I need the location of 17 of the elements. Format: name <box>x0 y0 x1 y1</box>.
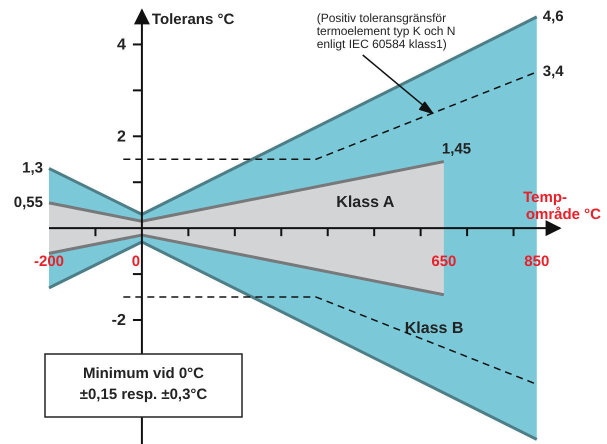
series-label: Klass A <box>336 194 395 211</box>
x-tick-label: 650 <box>431 253 456 270</box>
annotation: 1,3 <box>22 159 43 176</box>
annotation: Minimum vid 0°C ±0,15 resp. ±0,3°C <box>80 365 208 403</box>
annotation: (Positiv toleransgränsför termoelement typ K och N enligt IEC 60584 klass1) <box>316 11 456 51</box>
annotation: 1,45 <box>442 140 472 158</box>
x-tick-label: 0 <box>132 253 140 270</box>
y-axis-title: Tolerans °C <box>152 11 234 28</box>
y-tick-label: -2 <box>112 312 126 330</box>
annotation: 3,4 <box>542 62 564 80</box>
y-tick-label: 2 <box>117 128 126 146</box>
y-tick-label: 4 <box>117 36 126 54</box>
annotation: 0,55 <box>14 194 43 211</box>
x-tick-label: -200 <box>34 253 64 270</box>
series-label: Klass B <box>404 320 464 338</box>
x-tick-label: 850 <box>524 253 550 270</box>
annotation: 4,6 <box>542 8 564 25</box>
